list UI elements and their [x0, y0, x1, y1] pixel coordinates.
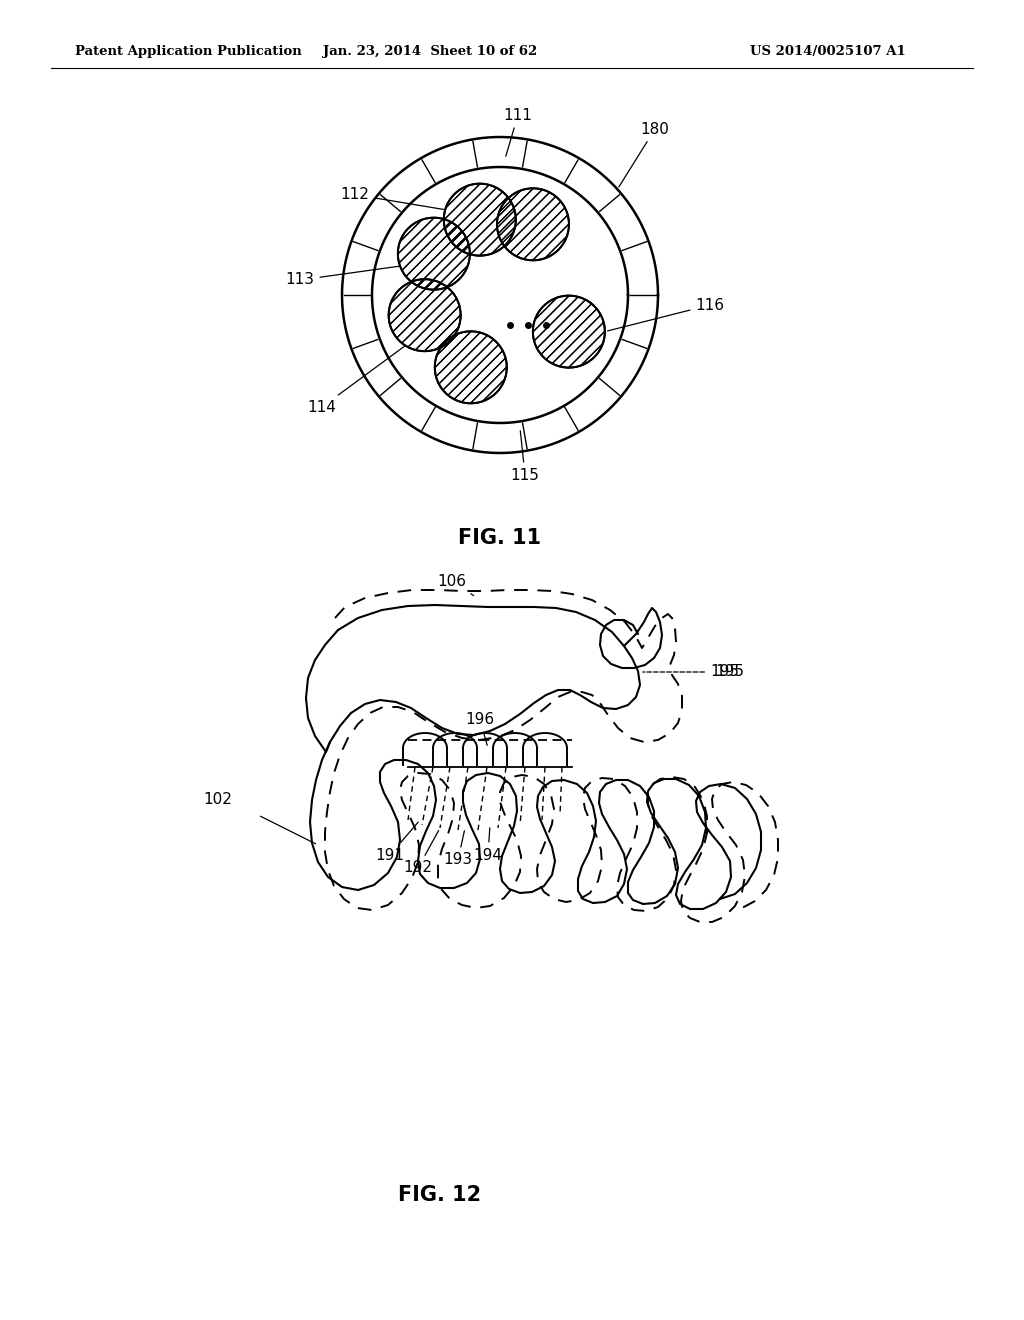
Circle shape	[398, 218, 470, 289]
Text: 112: 112	[341, 187, 472, 214]
Text: 195: 195	[715, 664, 744, 680]
Text: US 2014/0025107 A1: US 2014/0025107 A1	[750, 45, 906, 58]
Text: 180: 180	[618, 121, 670, 187]
Text: 116: 116	[607, 297, 725, 331]
Text: 114: 114	[307, 330, 427, 414]
Text: 106: 106	[437, 574, 474, 595]
Text: 196: 196	[466, 713, 495, 746]
Text: 111: 111	[504, 107, 532, 156]
Text: 192: 192	[403, 830, 438, 875]
Text: FIG. 12: FIG. 12	[398, 1185, 481, 1205]
Circle shape	[497, 189, 569, 260]
Text: Jan. 23, 2014  Sheet 10 of 62: Jan. 23, 2014 Sheet 10 of 62	[323, 45, 538, 58]
Text: 194: 194	[473, 828, 503, 862]
Text: 102: 102	[204, 792, 232, 808]
Text: 113: 113	[286, 263, 427, 288]
Circle shape	[389, 280, 461, 351]
Text: Patent Application Publication: Patent Application Publication	[75, 45, 302, 58]
Circle shape	[443, 183, 516, 256]
Text: 195: 195	[643, 664, 739, 680]
Text: 115: 115	[511, 430, 540, 483]
Text: FIG. 11: FIG. 11	[459, 528, 542, 548]
Circle shape	[532, 296, 605, 367]
Circle shape	[435, 331, 507, 404]
Text: 193: 193	[443, 830, 472, 867]
Text: 191: 191	[376, 822, 418, 862]
